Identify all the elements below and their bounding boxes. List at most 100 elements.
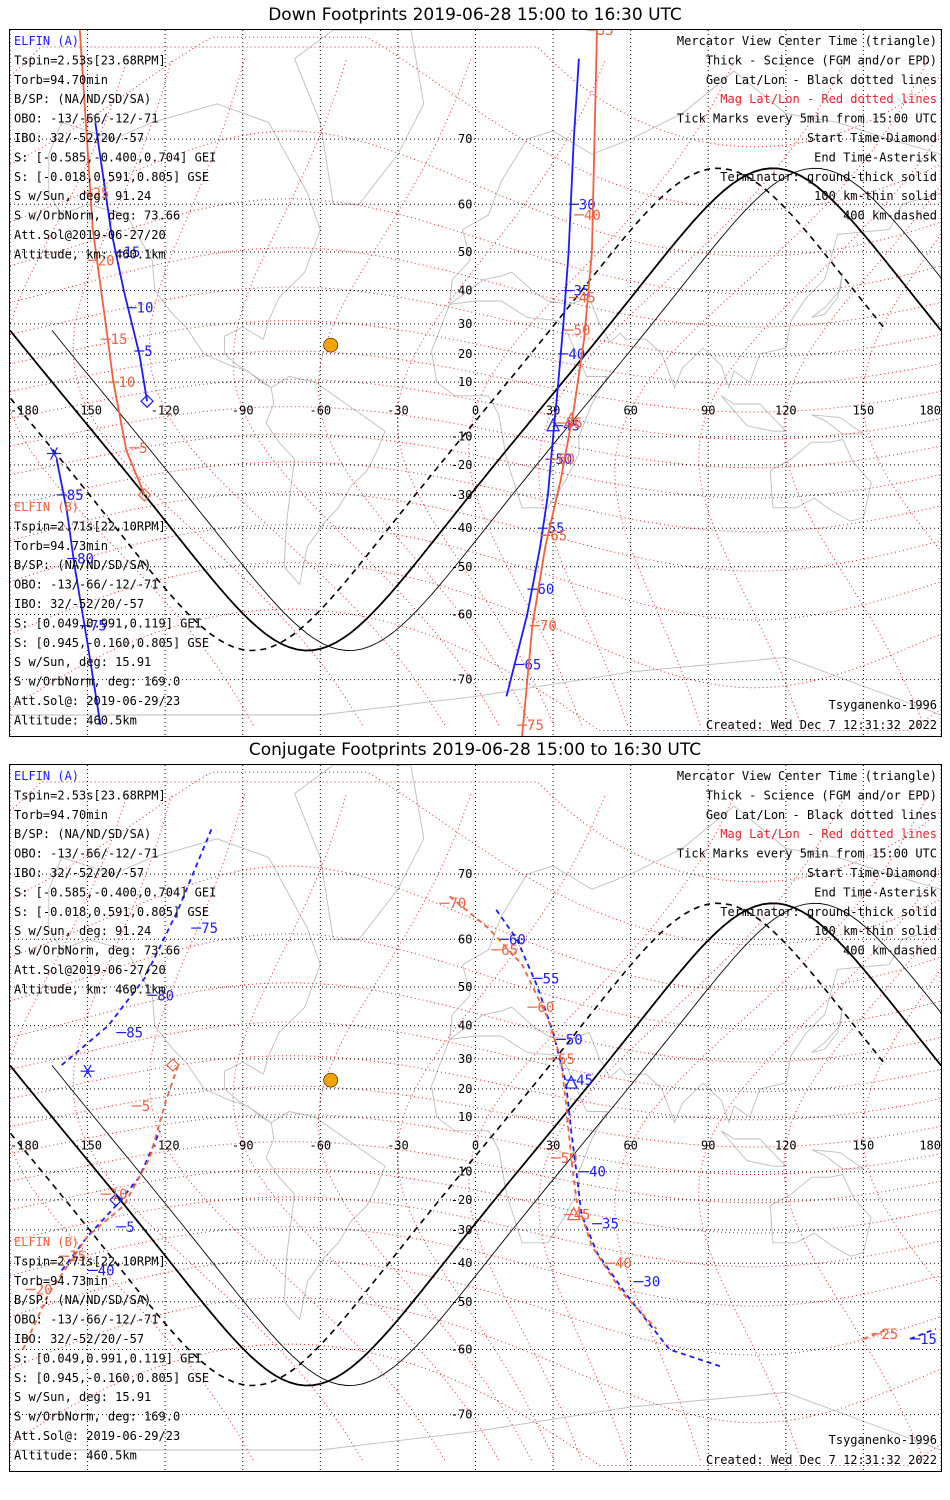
mag-lat-line (10, 491, 941, 572)
elfin-a-info-line: Att.Sol@2019-06-27/20 (14, 228, 166, 242)
legend-line: Tick Marks every 5min from 15:00 UTC (677, 847, 937, 861)
mag-lat-line (10, 562, 941, 689)
track-tick-label: 40 (584, 208, 601, 224)
lat-tick-label: -50 (451, 560, 473, 574)
track-tick-label: 75 (201, 921, 218, 937)
lon-tick-label: -180 (10, 403, 39, 417)
elfin-b-info-line: S: [0.049,0.991,0.119] GEI (14, 1351, 202, 1365)
lon-tick-label: 30 (546, 403, 560, 417)
center-triangle (546, 417, 561, 432)
elfin-b-info-line: OBO: -13/-66/-12/-71 (14, 1313, 159, 1327)
lat-tick-label: 60 (458, 932, 472, 946)
lon-tick-label: -150 (73, 403, 102, 417)
coastline (449, 70, 941, 390)
lon-tick-label: -180 (10, 1138, 39, 1152)
lat-tick-label: 70 (458, 867, 472, 881)
mag-lat-line (10, 286, 941, 358)
created-timestamp: Created: Wed Dec 7 12:31:32 2022 (706, 718, 937, 732)
elfin-a-info-line: Torb=94.70min (14, 808, 108, 822)
mag-lon-line (468, 58, 737, 726)
track-tick-label: 10 (111, 1187, 128, 1203)
track-tick-label: 50 (566, 1032, 583, 1048)
elfin-b-info-line: B/SP: (NA/ND/SD/SA) (14, 1293, 151, 1307)
mag-lon-line (862, 232, 941, 552)
legend-line: Terminator: ground-thick solid (720, 170, 937, 184)
model-label: Tsyganenko-1996 (829, 698, 937, 712)
track-tick-label: 60 (537, 582, 554, 598)
coastline (811, 272, 844, 318)
elfin-a-label: ELFIN (A) (14, 769, 79, 783)
coastline (293, 30, 425, 205)
elfin-a-info-line: IBO: 32/-52/20/-57 (14, 866, 144, 880)
elfin-a-info-line: S: [-0.018,0.591,0.805] GSE (14, 170, 209, 184)
lon-tick-label: 180 (919, 403, 941, 417)
lon-tick-label: -90 (232, 403, 254, 417)
lon-tick-label: -90 (232, 1138, 254, 1152)
lon-tick-label: 180 (919, 1138, 941, 1152)
lat-tick-label: 10 (458, 375, 472, 389)
elfin-a-info-line: S w/OrbNorm, deg: 73.66 (14, 209, 180, 223)
mag-lat-line (10, 1168, 941, 1234)
elfin-b-info-line: S w/OrbNorm, deg: 169.0 (14, 1410, 180, 1424)
elfin-a-track (55, 458, 102, 726)
track-tick-label: 15 (920, 1332, 937, 1348)
elfin-b-info-line: Tspin=2.71s[22.10RPM] (14, 1254, 166, 1268)
lat-tick-label: 20 (458, 347, 472, 361)
mag-lon-line (396, 58, 607, 726)
track-tick-label: 30 (579, 197, 596, 213)
track-tick-label: 75 (527, 718, 544, 734)
track-tick-label: 15 (111, 332, 128, 348)
elfin-b-info-line: IBO: 32/-52/20/-57 (14, 597, 144, 611)
mag-lat-line (10, 1226, 941, 1307)
track-tick-label: 60 (537, 1000, 554, 1016)
mag-lat-line (10, 933, 941, 1030)
elfin-a-info-line: S: [-0.585,-0.400,0.704] GEI (14, 150, 216, 164)
elfin-a-info-line: Tspin=2.53s[23.68RPM] (14, 53, 166, 67)
elfin-a-info-line: S w/OrbNorm, deg: 73.66 (14, 944, 180, 958)
track-tick-label: 35 (602, 1217, 619, 1233)
lat-tick-label: -10 (451, 430, 473, 444)
elfin-b-info-line: Tspin=2.71s[22.10RPM] (14, 519, 166, 533)
lat-tick-label: 70 (458, 132, 472, 146)
coastline (449, 805, 941, 1125)
down-footprints-map: 70605040302010-10-20-30-40-50-60-70-180-… (9, 29, 942, 737)
lat-tick-label: -20 (451, 1193, 473, 1207)
elfin-b-info-line: OBO: -13/-66/-12/-71 (14, 578, 159, 592)
track-tick-label: 85 (126, 1026, 143, 1042)
legend-line: Thick - Science (FGM and/or EPD) (706, 788, 937, 802)
track-tick-label: 30 (643, 1275, 660, 1291)
mag-lon-line (538, 58, 847, 726)
legend-line: 100 km-thin solid (814, 189, 937, 203)
terminator-ground (10, 167, 941, 652)
mag-lon-line (614, 793, 930, 1461)
elfin-b-info-line: Altitude: 460.5km (14, 1448, 137, 1462)
mag-lon-line (72, 793, 363, 1461)
mag-lon-line (614, 58, 930, 726)
mag-lat-line (10, 198, 941, 295)
elfin-a-info-line: Altitude, km: 460.1km (14, 247, 166, 261)
mag-lat-line (10, 130, 941, 257)
legend-line: Tick Marks every 5min from 15:00 UTC (677, 112, 937, 126)
lat-tick-label: -10 (451, 1165, 473, 1179)
lat-tick-label: 20 (458, 1082, 472, 1096)
lon-tick-label: 150 (853, 403, 875, 417)
track-tick-label: 20 (98, 253, 115, 269)
start-diamond (166, 1058, 180, 1072)
track-tick-label: 70 (540, 619, 557, 635)
coastline (769, 1173, 872, 1257)
coastline (811, 1149, 865, 1170)
coastline (48, 103, 321, 388)
center-triangle (564, 411, 579, 426)
elfin-a-info-line: Torb=94.70min (14, 73, 108, 87)
elfin-a-info-line: S w/Sun, deg: 91.24 (14, 189, 151, 203)
lon-tick-label: -150 (73, 1138, 102, 1152)
elfin-b-info-line: S w/Sun, deg: 15.91 (14, 1390, 151, 1404)
track-tick-label: 55 (548, 521, 565, 537)
elfin-a-info-line: Altitude, km: 460.1km (14, 982, 166, 996)
legend-line: Start Time-Diamond (807, 131, 937, 145)
elfin-b-label: ELFIN (B) (14, 1235, 79, 1249)
mag-lat-line (10, 1021, 941, 1093)
track-tick-label: 45 (579, 291, 596, 307)
lon-tick-label: 90 (701, 403, 715, 417)
track-tick-label: 50 (574, 323, 591, 339)
